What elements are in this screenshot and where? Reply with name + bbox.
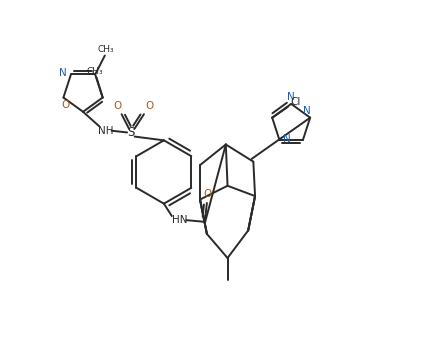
Text: S: S (127, 126, 135, 139)
Text: O: O (61, 100, 69, 110)
Text: CH₃: CH₃ (86, 67, 103, 76)
Text: N: N (283, 134, 290, 144)
Text: O: O (203, 189, 211, 200)
Text: Cl: Cl (289, 97, 300, 107)
Text: N: N (59, 68, 67, 78)
Text: N: N (302, 106, 310, 116)
Text: NH: NH (98, 126, 113, 136)
Text: O: O (144, 101, 153, 111)
Text: N: N (287, 92, 295, 102)
Text: CH₃: CH₃ (98, 45, 114, 54)
Text: HN: HN (171, 215, 187, 225)
Text: O: O (113, 101, 121, 111)
